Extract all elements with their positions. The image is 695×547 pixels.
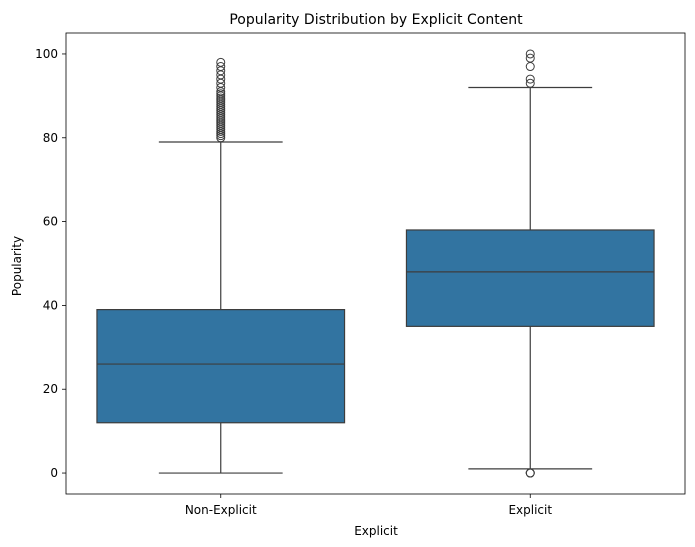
outlier-point	[216, 93, 226, 103]
y-axis-label: Popularity	[10, 236, 24, 296]
y-tick-label: 100	[35, 47, 58, 61]
y-tick-label: 40	[43, 298, 58, 312]
outlier-point	[216, 89, 226, 99]
y-tick-label: 20	[43, 382, 58, 396]
outlier-point	[525, 74, 535, 84]
x-tick-label: Non-Explicit	[185, 503, 257, 517]
x-axis: Non-Explicit Explicit	[185, 494, 552, 517]
y-tick-label: 80	[43, 131, 58, 145]
outlier-point	[216, 62, 226, 72]
outlier-point	[525, 78, 535, 88]
box-iqr	[405, 229, 655, 327]
y-tick-label: 60	[43, 215, 58, 229]
outlier-point	[525, 468, 535, 478]
x-axis-label: Explicit	[354, 524, 398, 538]
outlier-point	[216, 57, 226, 67]
y-tick-label: 0	[50, 466, 58, 480]
y-axis: 0 20 40 60 80 100	[35, 47, 66, 480]
outlier-point	[525, 62, 535, 72]
chart-title: Popularity Distribution by Explicit Cont…	[229, 12, 523, 28]
outlier-point	[525, 49, 535, 59]
box-iqr	[96, 309, 346, 424]
axes-frame	[65, 32, 686, 495]
outlier-point	[525, 53, 535, 63]
x-tick-label: Explicit	[508, 503, 552, 517]
box-group-1	[405, 49, 655, 478]
box-group-0	[96, 57, 346, 474]
plot-area	[65, 32, 686, 495]
